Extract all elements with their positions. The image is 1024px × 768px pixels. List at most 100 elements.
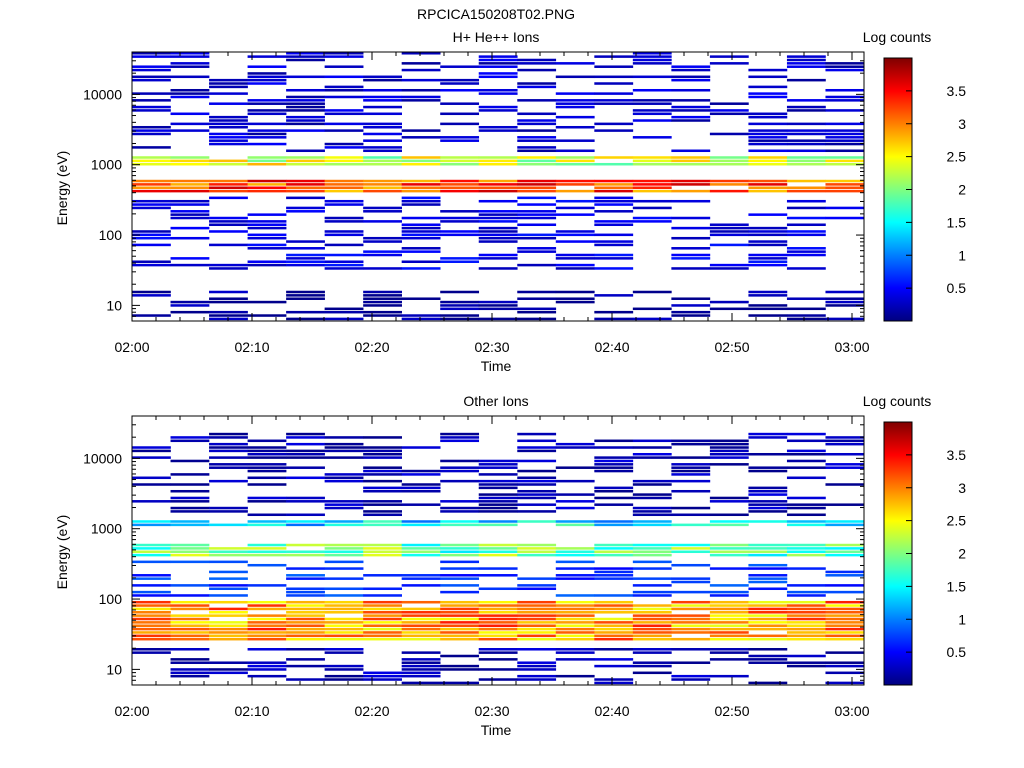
heatmap-cell bbox=[671, 466, 711, 469]
heatmap-cell bbox=[363, 637, 402, 641]
heatmap-cell bbox=[209, 220, 248, 223]
heatmap-cell bbox=[286, 543, 325, 547]
heatmap-cell bbox=[632, 452, 672, 456]
heatmap-cell bbox=[594, 456, 634, 459]
heatmap-cell bbox=[555, 553, 595, 557]
heatmap-cell bbox=[671, 88, 711, 92]
heatmap-cell bbox=[632, 624, 672, 627]
heatmap-cell bbox=[247, 627, 287, 631]
heatmap-cell bbox=[363, 449, 402, 453]
heatmap-cell bbox=[324, 506, 364, 510]
heatmap-cell bbox=[247, 621, 287, 624]
heatmap-cell bbox=[401, 621, 441, 624]
heatmap-cell bbox=[517, 307, 557, 311]
heatmap-cell bbox=[555, 139, 595, 142]
heatmap-cell bbox=[786, 99, 826, 102]
heatmap-cell bbox=[440, 300, 480, 304]
heatmap-cell bbox=[324, 199, 364, 203]
y-tick-label: 10 bbox=[106, 661, 122, 677]
heatmap-cell bbox=[247, 547, 287, 550]
heatmap-cell bbox=[286, 115, 325, 119]
heatmap-cell bbox=[170, 216, 210, 220]
heatmap-cell bbox=[440, 560, 480, 564]
heatmap-cell bbox=[478, 547, 518, 550]
heatmap-cell bbox=[517, 290, 557, 294]
heatmap-cell bbox=[247, 236, 287, 240]
heatmap-cell bbox=[170, 604, 210, 607]
heatmap-cell bbox=[440, 156, 480, 159]
heatmap-cell bbox=[401, 627, 441, 631]
heatmap-cell bbox=[324, 648, 364, 651]
heatmap-cell bbox=[517, 617, 557, 621]
heatmap-cell bbox=[401, 183, 441, 186]
heatmap-cell bbox=[440, 600, 480, 604]
heatmap-cell bbox=[825, 681, 865, 685]
heatmap-cell bbox=[825, 88, 865, 92]
heatmap-cell bbox=[555, 75, 595, 79]
heatmap-cell bbox=[363, 520, 402, 523]
heatmap-cell bbox=[286, 624, 325, 627]
heatmap-cell bbox=[363, 125, 402, 129]
heatmap-cell bbox=[363, 162, 402, 166]
heatmap-cell bbox=[555, 607, 595, 611]
heatmap-cell bbox=[363, 547, 402, 550]
heatmap-cell bbox=[401, 617, 441, 621]
heatmap-cell bbox=[440, 500, 480, 503]
heatmap-cell bbox=[709, 621, 749, 624]
heatmap-cell bbox=[709, 600, 749, 604]
heatmap-cell bbox=[748, 493, 788, 496]
heatmap-cell bbox=[286, 247, 325, 250]
heatmap-cell bbox=[671, 543, 711, 547]
heatmap-cell bbox=[748, 510, 788, 513]
heatmap-cell bbox=[324, 449, 364, 453]
heatmap-cell bbox=[324, 162, 364, 166]
heatmap-cell bbox=[132, 65, 171, 68]
heatmap-cell bbox=[632, 317, 672, 321]
heatmap-cell bbox=[594, 459, 634, 463]
heatmap-cell bbox=[247, 469, 287, 473]
heatmap-cell bbox=[132, 199, 171, 203]
heatmap-cell bbox=[671, 547, 711, 550]
heatmap-cell bbox=[170, 661, 210, 664]
heatmap-cell bbox=[517, 489, 557, 493]
heatmap-cell bbox=[478, 500, 518, 503]
heatmap-cell bbox=[440, 82, 480, 85]
heatmap-cell bbox=[517, 503, 557, 506]
heatmap-cell bbox=[786, 139, 826, 142]
heatmap-cell bbox=[671, 604, 711, 607]
heatmap-cell bbox=[709, 513, 749, 517]
heatmap-cell bbox=[132, 132, 171, 136]
heatmap-cell bbox=[324, 567, 364, 570]
heatmap-cell bbox=[786, 159, 826, 163]
heatmap-cell bbox=[709, 230, 749, 233]
heatmap-cell bbox=[132, 203, 171, 206]
heatmap-cell bbox=[478, 156, 518, 159]
heatmap-cell bbox=[440, 216, 480, 220]
heatmap-cell bbox=[132, 125, 171, 129]
heatmap-cell bbox=[671, 563, 711, 567]
heatmap-cell bbox=[286, 290, 325, 294]
heatmap-cell bbox=[401, 664, 441, 668]
heatmap-cell bbox=[363, 95, 402, 99]
heatmap-cell bbox=[478, 230, 518, 233]
heatmap-cell bbox=[709, 162, 749, 166]
heatmap-cell bbox=[286, 553, 325, 557]
heatmap-cell bbox=[517, 156, 557, 159]
heatmap-cell bbox=[440, 668, 480, 671]
heatmap-cell bbox=[786, 156, 826, 159]
heatmap-cell bbox=[401, 156, 441, 159]
heatmap-cell bbox=[478, 267, 518, 270]
heatmap-cell bbox=[132, 520, 171, 523]
heatmap-cell bbox=[401, 314, 441, 317]
heatmap-cell bbox=[247, 607, 287, 611]
heatmap-cell bbox=[286, 432, 325, 436]
heatmap-cell bbox=[440, 614, 480, 617]
heatmap-cell bbox=[709, 496, 749, 500]
heatmap-cell bbox=[786, 223, 826, 227]
y-axis-label: Energy (eV) bbox=[54, 515, 70, 590]
heatmap-cell bbox=[825, 132, 865, 136]
heatmap-cell bbox=[324, 604, 364, 607]
heatmap-cell bbox=[286, 210, 325, 213]
heatmap-cell bbox=[247, 446, 287, 449]
heatmap-cell bbox=[286, 52, 325, 55]
